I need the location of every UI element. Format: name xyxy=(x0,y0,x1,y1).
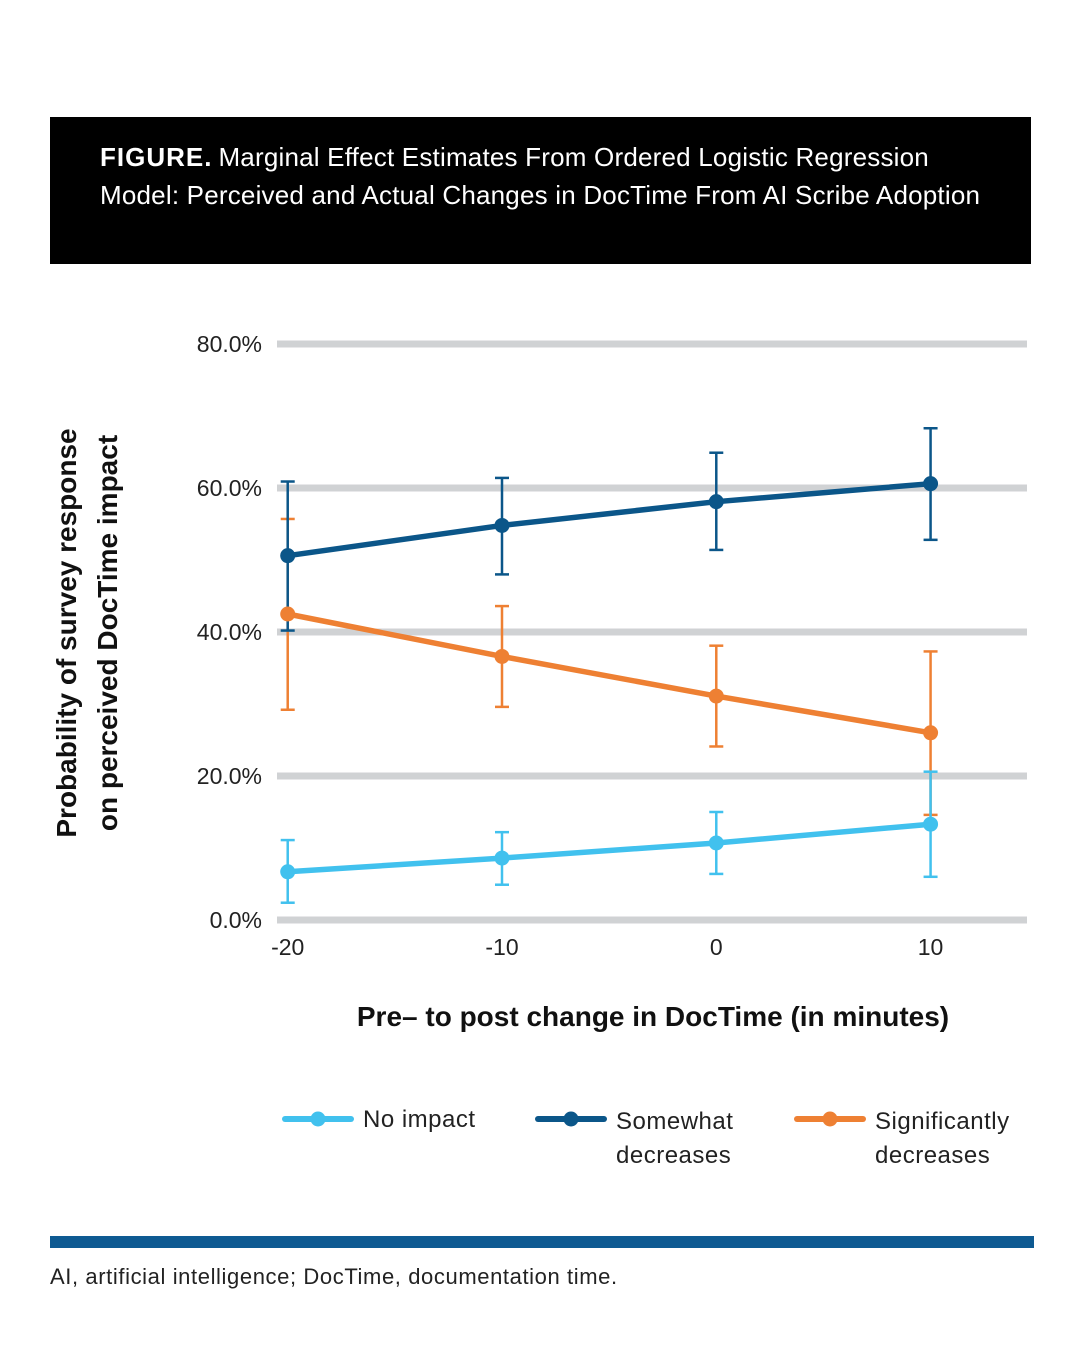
y-axis-ticks: 0.0% 20.0% 40.0% 60.0% 80.0% xyxy=(197,331,262,933)
y-tick-label: 0.0% xyxy=(210,907,262,933)
legend-swatch-marker xyxy=(822,1111,838,1127)
error-bars-no_impact xyxy=(280,770,938,904)
y-tick-label: 40.0% xyxy=(197,619,262,645)
data-point-significantly xyxy=(280,606,296,622)
error-bars-somewhat xyxy=(280,426,938,632)
data-point-no_impact xyxy=(494,850,510,866)
gridlines xyxy=(277,340,1027,924)
legend-item-significantly: Significantly decreases xyxy=(794,1108,1010,1169)
footnote: AI, artificial intelligence; DocTime, do… xyxy=(50,1264,618,1289)
x-tick-label: 0 xyxy=(710,934,723,960)
data-point-significantly xyxy=(708,688,724,704)
data-point-somewhat xyxy=(494,517,510,533)
legend-label-line: No impact xyxy=(363,1106,476,1133)
y-axis-label-line-1: Probability of survey response xyxy=(51,428,82,837)
x-tick-label: -10 xyxy=(485,934,518,960)
x-axis-label: Pre– to post change in DocTime (in minut… xyxy=(357,1001,949,1032)
legend-swatch-marker xyxy=(310,1111,326,1127)
legend-label: Significantly decreases xyxy=(875,1108,1010,1169)
data-point-somewhat xyxy=(923,476,939,492)
legend: No impact Somewhat decreases Significantly d… xyxy=(282,1106,1010,1169)
legend-label: Somewhat decreases xyxy=(616,1108,733,1169)
data-point-significantly xyxy=(923,725,939,741)
series-line-somewhat xyxy=(287,480,931,559)
legend-label-line: decreases xyxy=(616,1142,731,1169)
figure-title: FIGURE. Marginal Effect Estimates From Or… xyxy=(100,139,991,214)
x-tick-label: 10 xyxy=(918,934,944,960)
legend-item-no_impact: No impact xyxy=(282,1106,476,1133)
legend-label: No impact xyxy=(363,1106,476,1133)
series-line-significantly xyxy=(287,611,932,736)
legend-swatch-marker xyxy=(563,1111,579,1127)
figure-label: FIGURE. xyxy=(100,142,213,172)
y-tick-label: 80.0% xyxy=(197,331,262,357)
data-point-no_impact xyxy=(708,835,724,851)
data-point-no_impact xyxy=(280,864,296,880)
footer-rule xyxy=(50,1236,1034,1248)
figure-title-box: FIGURE. Marginal Effect Estimates From Or… xyxy=(50,117,1031,264)
series-line-no_impact xyxy=(287,821,931,875)
data-point-somewhat xyxy=(280,548,296,564)
legend-item-somewhat: Somewhat decreases xyxy=(535,1108,733,1169)
data-point-no_impact xyxy=(923,816,939,832)
y-tick-label: 20.0% xyxy=(197,763,262,789)
series xyxy=(280,426,939,904)
y-axis-label-line-2: on perceived DocTime impact xyxy=(92,435,123,831)
legend-label-line: Somewhat xyxy=(616,1108,733,1135)
y-tick-label: 60.0% xyxy=(197,475,262,501)
data-point-somewhat xyxy=(708,494,724,510)
legend-label-line: decreases xyxy=(875,1142,990,1169)
figure-title-text: Marginal Effect Estimates From Ordered L… xyxy=(100,142,981,210)
error-bars-significantly xyxy=(280,517,938,817)
legend-label-line: Significantly xyxy=(875,1108,1010,1135)
x-tick-label: -20 xyxy=(271,934,304,960)
x-axis-ticks: -20 -10 0 10 xyxy=(271,934,943,960)
data-point-significantly xyxy=(494,648,510,664)
